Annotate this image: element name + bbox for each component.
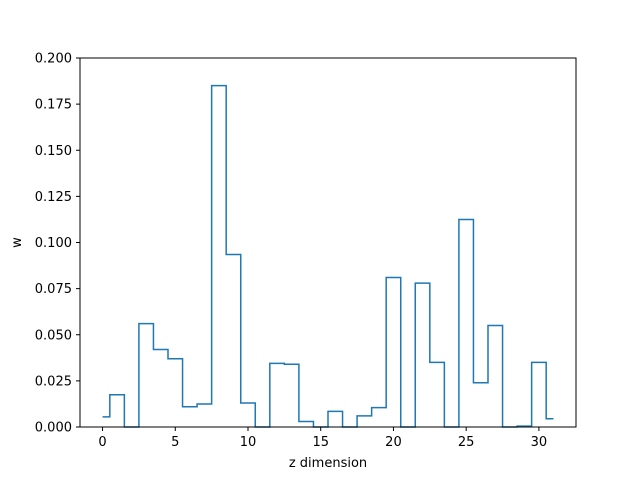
x-tick-label: 25 bbox=[458, 435, 475, 450]
x-axis-ticks: 0 5 10 15 20 25 30 bbox=[98, 427, 547, 450]
y-tick-label: 0.075 bbox=[35, 282, 72, 297]
x-axis-label: z dimension bbox=[289, 456, 367, 471]
plot-area bbox=[102, 84, 554, 428]
y-tick-label: 0.100 bbox=[35, 236, 72, 251]
series-line bbox=[102, 84, 554, 428]
plot-frame bbox=[79, 57, 577, 428]
x-tick-label: 0 bbox=[98, 435, 106, 450]
y-tick-label: 0.125 bbox=[35, 190, 72, 205]
y-tick-label: 0.150 bbox=[35, 144, 72, 159]
x-tick-label: 5 bbox=[171, 435, 179, 450]
x-tick-label: 20 bbox=[385, 435, 402, 450]
x-tick-label: 15 bbox=[312, 435, 329, 450]
y-axis-label: w bbox=[10, 237, 25, 248]
y-tick-label: 0.025 bbox=[35, 374, 72, 389]
y-tick-label: 0.000 bbox=[35, 421, 72, 436]
y-tick-label: 0.050 bbox=[35, 328, 72, 343]
y-tick-label: 0.175 bbox=[35, 98, 72, 113]
y-axis-ticks: 0.000 0.025 0.050 0.075 0.100 0.125 0.150 0.175… bbox=[35, 52, 80, 436]
x-tick-label: 30 bbox=[531, 435, 548, 450]
x-tick-label: 10 bbox=[240, 435, 257, 450]
y-tick-label: 0.200 bbox=[35, 52, 72, 67]
